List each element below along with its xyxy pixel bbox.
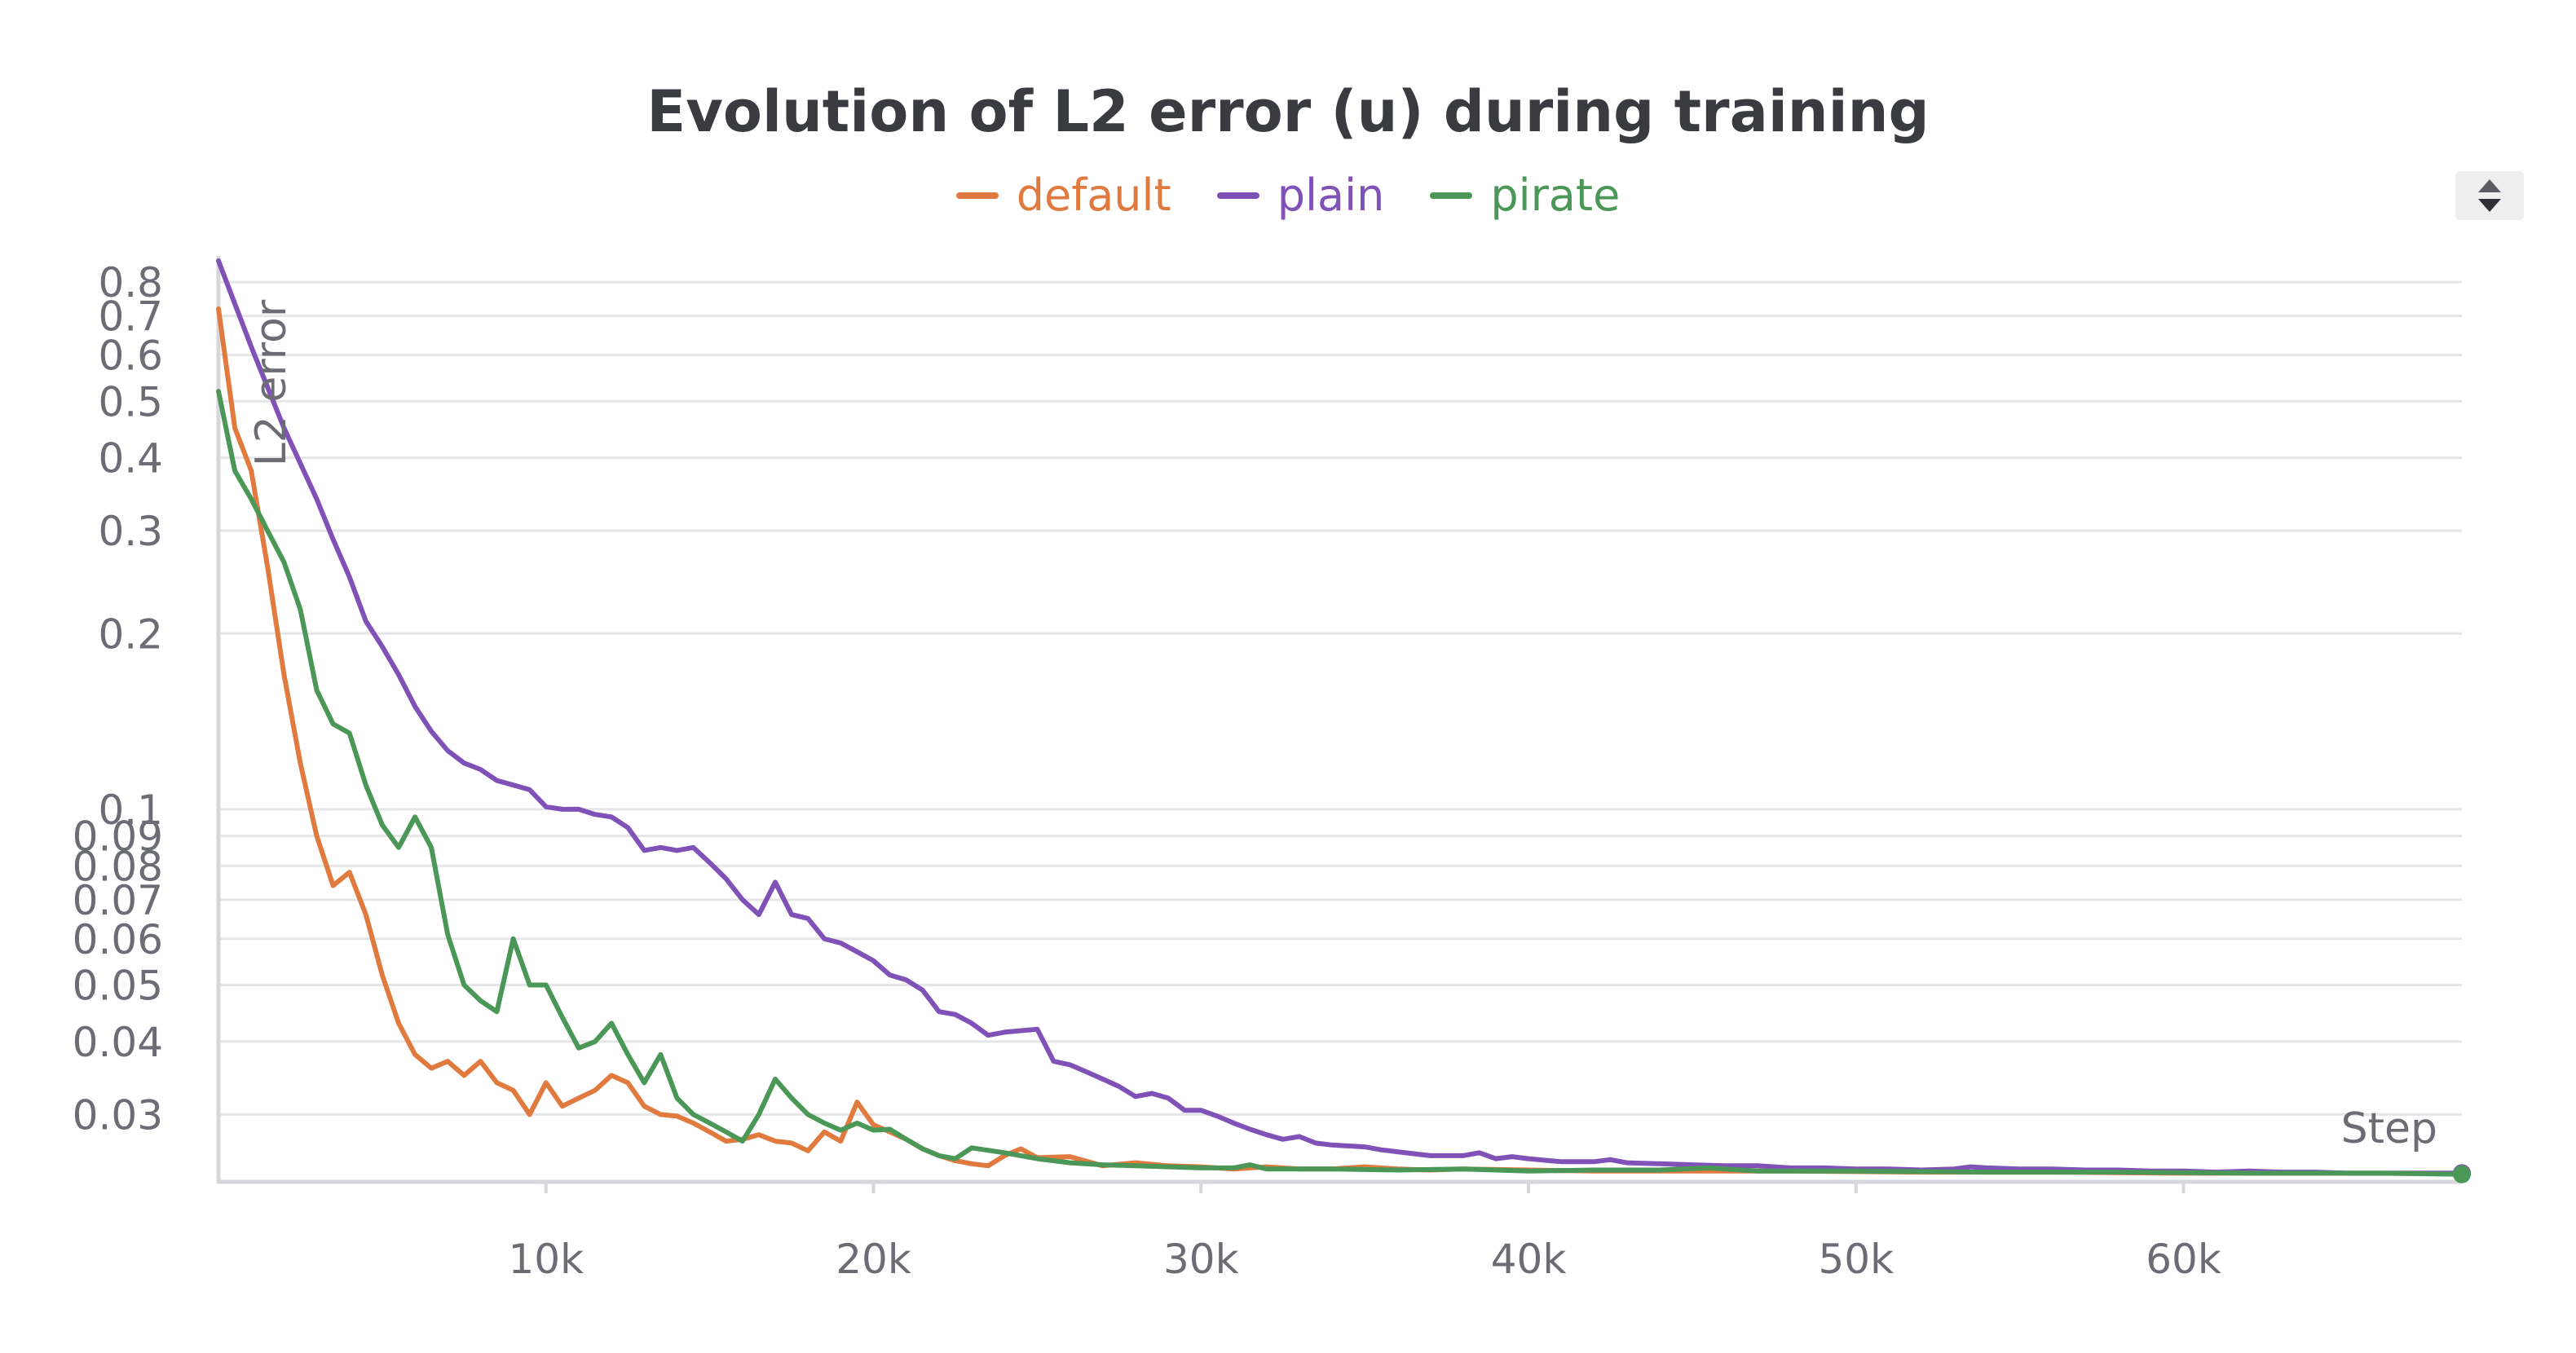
x-axis-title: Step: [2341, 1104, 2437, 1153]
y-tick-label: 0.5: [98, 378, 163, 425]
legend-item-default[interactable]: default: [955, 170, 1171, 221]
y-tick-label: 0.03: [73, 1091, 163, 1139]
y-tick-label: 0.1: [98, 787, 163, 834]
y-tick-label: 0.04: [73, 1019, 163, 1066]
series-line-pirate: [216, 389, 2464, 1177]
series-lines: [216, 258, 2464, 1177]
y-tick-label: 0.2: [98, 610, 163, 658]
legend: default plain pirate: [0, 170, 2576, 221]
legend-swatch-default: [955, 192, 999, 199]
scroll-down-icon[interactable]: [2478, 199, 2501, 212]
y-axis-title: L2 error: [247, 299, 296, 466]
gridlines: [218, 280, 2462, 1116]
legend-scroll-widget[interactable]: [2455, 171, 2524, 220]
y-tick-labels: 0.03 0.04 0.050.060.070.080.090.1 0.2 0.3 0.4…: [73, 259, 163, 1139]
series-line-default: [216, 306, 2464, 1176]
axes: [216, 256, 2462, 1193]
y-tick-label: 0.6: [98, 333, 163, 380]
chart-title: Evolution of L2 error (u) during trainin…: [646, 78, 1930, 145]
y-tick-label: 0.06: [73, 916, 163, 963]
x-tick-label: 10k: [508, 1236, 584, 1283]
x-tick-label: 30k: [1163, 1236, 1239, 1283]
legend-item-plain[interactable]: plain: [1216, 170, 1385, 221]
legend-swatch-plain: [1216, 192, 1259, 199]
x-tick-label: 20k: [836, 1236, 911, 1283]
y-tick-label: 0.07: [73, 877, 163, 924]
y-tick-label: 0.4: [98, 435, 163, 483]
legend-item-pirate[interactable]: pirate: [1430, 170, 1620, 221]
x-tick-labels: 10k 20k 30k 40k 50k 60k: [508, 1236, 2221, 1283]
y-tick-label: 0.8: [98, 259, 163, 306]
legend-label-default: default: [1016, 170, 1171, 221]
x-tick-label: 40k: [1491, 1236, 1567, 1283]
x-tick-label: 60k: [2146, 1236, 2221, 1283]
y-tick-label: 0.7: [98, 293, 163, 341]
legend-label-pirate: pirate: [1490, 170, 1621, 221]
series-endpoints: [2453, 1164, 2471, 1183]
series-endpoint-pirate: [2453, 1165, 2471, 1183]
y-tick-label: 0.09: [73, 813, 163, 861]
y-tick-label: 0.05: [73, 962, 163, 1009]
scroll-up-icon[interactable]: [2478, 179, 2501, 192]
y-tick-label: 0.3: [98, 508, 163, 555]
legend-swatch-pirate: [1430, 192, 1473, 199]
legend-label-plain: plain: [1277, 170, 1385, 221]
series-line-plain: [216, 258, 2464, 1176]
x-tick-label: 50k: [1818, 1236, 1894, 1283]
y-tick-label: 0.08: [73, 843, 163, 890]
